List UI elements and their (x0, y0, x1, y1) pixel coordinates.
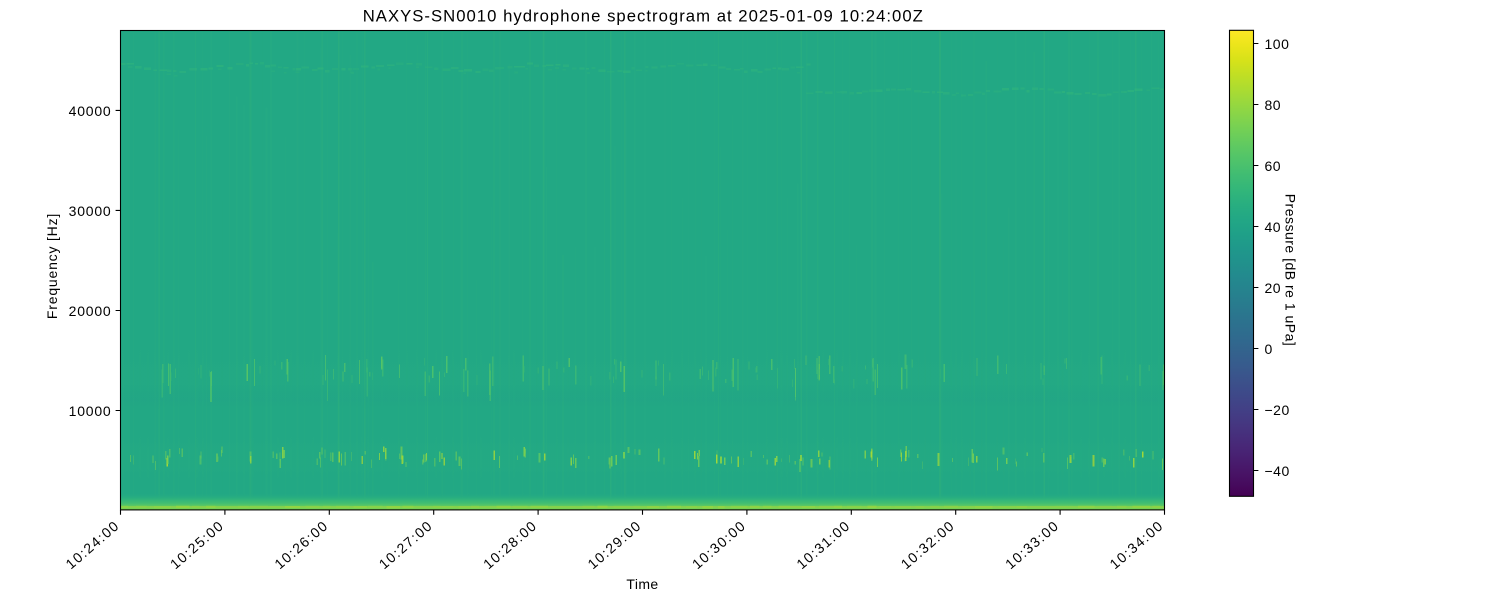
svg-text:60: 60 (1265, 158, 1282, 174)
svg-text:30000: 30000 (69, 203, 112, 219)
svg-text:−20: −20 (1265, 402, 1290, 418)
svg-text:80: 80 (1265, 97, 1282, 113)
svg-text:10000: 10000 (69, 403, 112, 419)
svg-text:100: 100 (1265, 36, 1290, 52)
svg-text:0: 0 (1265, 341, 1273, 357)
svg-text:−40: −40 (1265, 463, 1290, 479)
svg-text:40: 40 (1265, 219, 1282, 235)
svg-text:NAXYS-SN0010 hydrophone spectr: NAXYS-SN0010 hydrophone spectrogram at 2… (363, 6, 924, 25)
svg-text:Time: Time (626, 576, 658, 592)
svg-text:40000: 40000 (69, 103, 112, 119)
svg-text:Pressure [dB re 1 uPa]: Pressure [dB re 1 uPa] (1283, 194, 1299, 347)
svg-text:Frequency [Hz]: Frequency [Hz] (44, 213, 60, 319)
svg-text:20000: 20000 (69, 303, 112, 319)
svg-text:20: 20 (1265, 280, 1282, 296)
